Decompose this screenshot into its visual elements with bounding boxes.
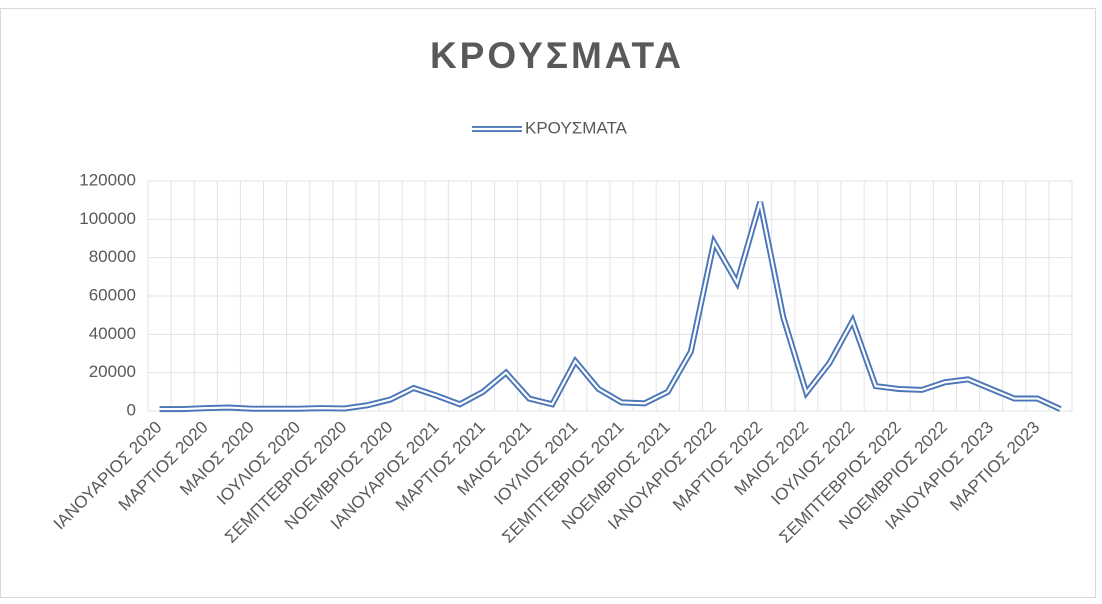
y-tick-label: 0	[127, 400, 136, 419]
y-tick-label: 60000	[89, 285, 136, 304]
y-tick-label: 120000	[79, 170, 136, 189]
y-tick-label: 20000	[89, 362, 136, 381]
chart-border	[0, 8, 1096, 598]
y-tick-label: 80000	[89, 247, 136, 266]
y-tick-label: 40000	[89, 324, 136, 343]
y-tick-label: 100000	[79, 209, 136, 228]
series-line-inner	[159, 201, 1061, 411]
legend-label: ΚΡΟΥΣΜΑΤΑ	[525, 118, 628, 137]
chart-title: ΚΡΟΥΣΜΑΤΑ	[430, 35, 684, 76]
